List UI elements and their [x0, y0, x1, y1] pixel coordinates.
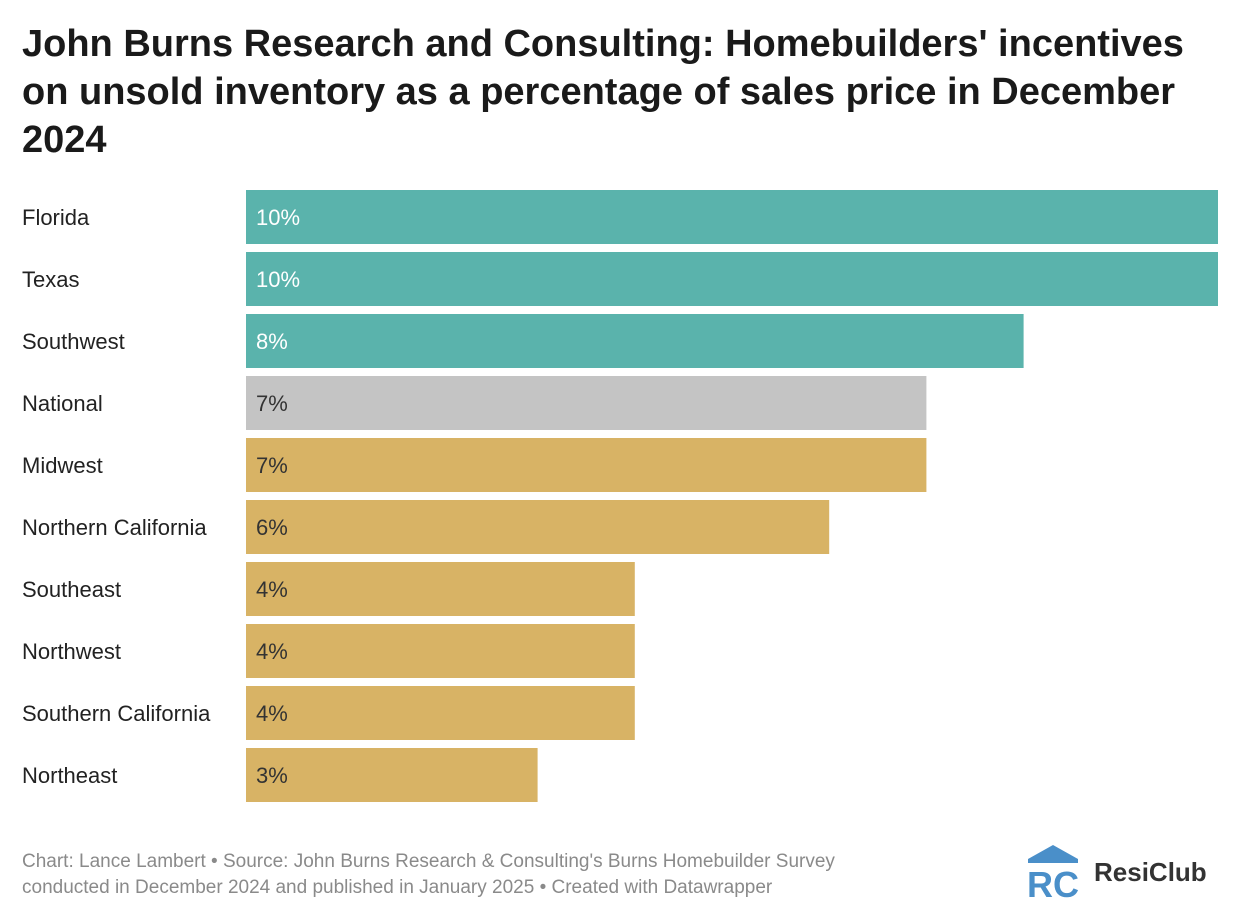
resiclub-logo-text: ResiClub — [1094, 856, 1207, 887]
resiclub-logo-icon: RC — [1027, 845, 1079, 901]
category-label-midwest: Midwest — [22, 453, 103, 478]
bar-southern-california — [246, 686, 635, 740]
bar-northeast — [246, 748, 538, 802]
category-label-southeast: Southeast — [22, 577, 121, 602]
bar-midwest — [246, 438, 927, 492]
value-label-southwest: 8% — [256, 329, 288, 354]
value-label-northeast: 3% — [256, 763, 288, 788]
bar-northwest — [246, 624, 635, 678]
value-label-southeast: 4% — [256, 577, 288, 602]
category-label-southwest: Southwest — [22, 329, 125, 354]
value-label-northwest: 4% — [256, 639, 288, 664]
category-label-national: National — [22, 391, 103, 416]
value-label-southern-california: 4% — [256, 701, 288, 726]
category-label-northern-california: Northern California — [22, 515, 207, 540]
category-label-texas: Texas — [22, 267, 79, 292]
resiclub-logo: RC ResiClub — [1024, 842, 1224, 902]
bar-southwest — [246, 314, 1024, 368]
category-label-northeast: Northeast — [22, 763, 117, 788]
bar-chart: Florida 10% Texas 10% Southwest 8% National 7% M… — [22, 190, 1218, 802]
bar-northern-california — [246, 500, 830, 554]
category-label-southern-california: Southern California — [22, 701, 211, 726]
footer-source-line: conducted in December 2024 and published… — [22, 877, 773, 898]
chart-footer: Chart: Lance Lambert • Source: John Burn… — [22, 849, 982, 901]
value-label-northern-california: 6% — [256, 515, 288, 540]
bar-southeast — [246, 562, 635, 616]
value-label-texas: 10% — [256, 267, 300, 292]
category-label-northwest: Northwest — [22, 639, 121, 664]
value-label-national: 7% — [256, 391, 288, 416]
bar-texas — [246, 252, 1218, 306]
category-label-florida: Florida — [22, 205, 90, 230]
value-label-florida: 10% — [256, 205, 300, 230]
svg-text:RC: RC — [1027, 864, 1079, 901]
value-label-midwest: 7% — [256, 453, 288, 478]
footer-credit-line: Chart: Lance Lambert • Source: John Burn… — [22, 851, 835, 872]
bar-national — [246, 376, 927, 430]
chart-title: John Burns Research and Consulting: Home… — [22, 23, 1184, 161]
bar-florida — [246, 190, 1218, 244]
